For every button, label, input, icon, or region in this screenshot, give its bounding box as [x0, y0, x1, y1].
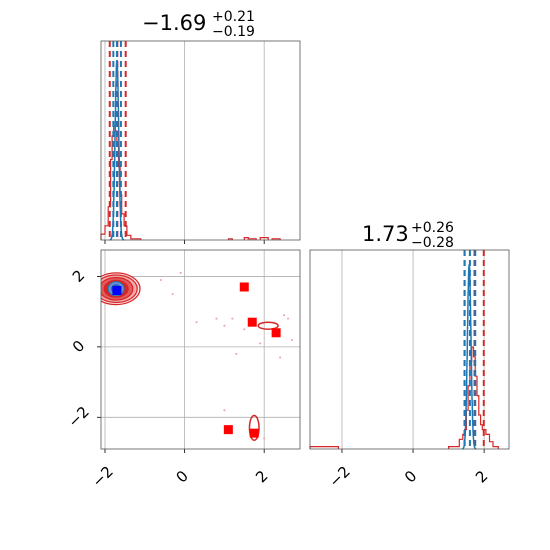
faint-point [223, 409, 226, 412]
faint-point [291, 338, 294, 341]
faint-point [159, 278, 162, 281]
faint-point [259, 342, 262, 345]
faint-point [223, 324, 226, 327]
scatter-marker-red [223, 425, 233, 435]
x-tick-label-scatter: 2 [252, 467, 271, 486]
panel-frame-param2 [309, 249, 510, 450]
panel-frame-scatter [100, 249, 301, 450]
scatter-panel [97, 249, 301, 453]
param1-title-lower: −0.19 [212, 24, 255, 40]
faint-point [179, 271, 182, 274]
scatter-content [101, 271, 294, 441]
y-tick-label-scatter: −2 [64, 403, 92, 431]
x-tick-label-param2: 2 [472, 467, 491, 486]
faint-point [279, 356, 282, 359]
x-tick-label-scatter: 0 [172, 467, 191, 486]
histogram-panel-param2 [309, 249, 510, 453]
faint-point [263, 437, 266, 440]
scatter-marker-red [271, 328, 281, 338]
histogram-panel-param1 [100, 40, 301, 244]
faint-point [283, 314, 286, 317]
faint-point [231, 317, 234, 320]
contour-small-red [248, 414, 260, 441]
param1-title-upper: +0.21 [212, 9, 255, 25]
x-tick-label-param2: 0 [401, 467, 420, 486]
param2-title-value: 1.73 [362, 222, 409, 246]
faint-point [195, 321, 198, 324]
faint-point [215, 317, 218, 320]
scatter-marker-red [239, 282, 249, 292]
param1-title: −1.69 +0.21 −0.19 [142, 9, 255, 40]
panel-frame-param1 [100, 40, 301, 241]
param2-title-lower: −0.28 [411, 235, 454, 251]
scatter-marker-red [249, 428, 259, 438]
faint-point [171, 293, 174, 296]
scatter-marker-red [247, 317, 257, 327]
faint-point [243, 328, 246, 331]
y-tick-label-scatter: 0 [69, 337, 88, 356]
x-tick-label-scatter: −2 [88, 462, 116, 490]
contour-small-red [257, 321, 279, 330]
y-tick-label-scatter: 2 [69, 266, 88, 285]
scatter-marker-blue [112, 286, 122, 296]
param2-title-upper: +0.26 [411, 220, 454, 236]
faint-point [235, 352, 238, 355]
x-tick-label-param2: −2 [325, 462, 353, 490]
param1-title-value: −1.69 [142, 11, 206, 35]
faint-point [287, 317, 290, 320]
param2-title: 1.73 +0.26 −0.28 [362, 220, 454, 251]
histogram-red-param1 [100, 125, 281, 240]
